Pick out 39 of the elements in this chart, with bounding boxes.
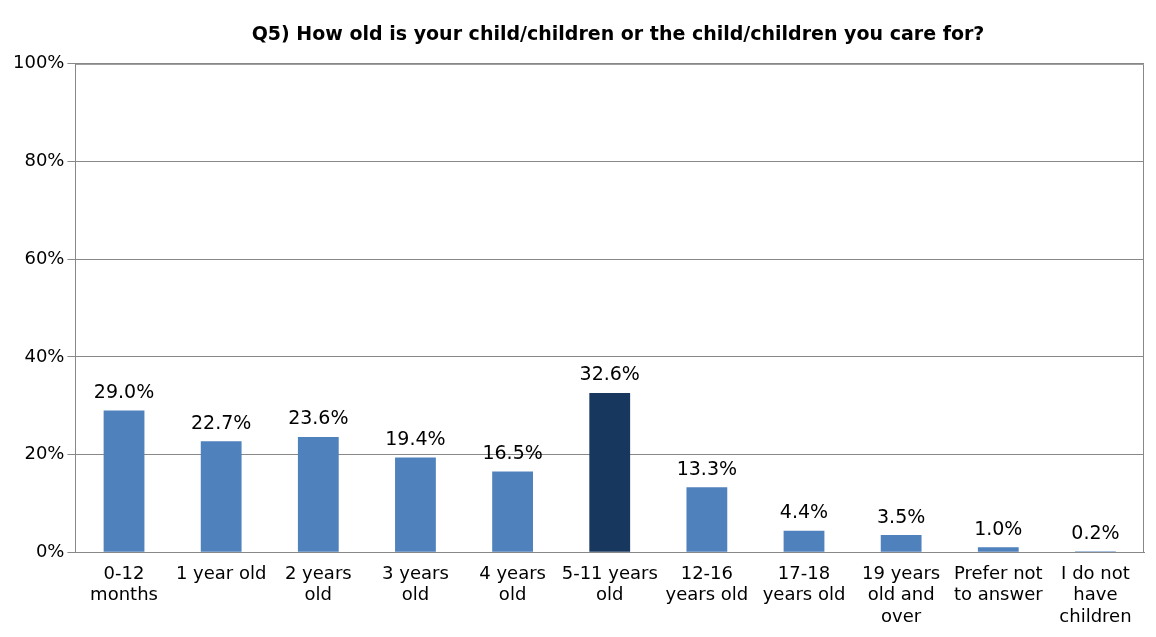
data-label: 29.0% [93,380,155,402]
bar [395,457,436,552]
y-tick-label: 20% [24,442,65,464]
data-label: 23.6% [288,406,349,429]
data-label: 4.4% [779,500,829,523]
x-tick-label: 1 year old [175,561,267,583]
data-label: 0.2% [1071,520,1120,543]
x-tick-label: 0-12 months [90,561,158,605]
x-tick-label: 4 years old [479,561,546,605]
x-tick-label: 17-18 years old [762,561,846,605]
data-label: 22.7% [190,410,252,433]
x-tick-label: I do not have children [1059,561,1132,626]
bar [492,471,533,552]
x-tick-label: 19 years old and over [862,561,941,626]
bar [880,535,922,552]
data-label: 1.0% [974,516,1023,539]
bar [977,547,1019,552]
x-tick-label: 2 years old [284,561,352,605]
bar [297,436,339,552]
x-tick-label: Prefer not to answer [953,561,1044,605]
bar [200,441,242,552]
bar [103,410,145,552]
bar [686,487,728,552]
bar [783,530,825,552]
y-tick-label: 40% [24,344,65,366]
data-label: 13.3% [676,456,738,479]
bar [589,392,631,552]
data-label: 3.5% [877,504,926,527]
data-label: 19.4% [385,426,446,449]
data-label: 32.6% [579,362,640,385]
data-label: 16.5% [482,441,543,464]
x-tick-label: 12-16 years old [665,561,749,605]
y-tick-label: 80% [24,149,65,171]
x-tick-label: 3 years old [382,561,449,605]
x-tick-label: 5-11 years old [561,561,658,605]
y-tick-label: 60% [24,246,65,268]
chart-title: Q5) How old is your child/children or the child/children you care for? [250,22,986,46]
y-tick-label: 100% [12,51,65,73]
y-tick-label: 0% [35,539,65,561]
